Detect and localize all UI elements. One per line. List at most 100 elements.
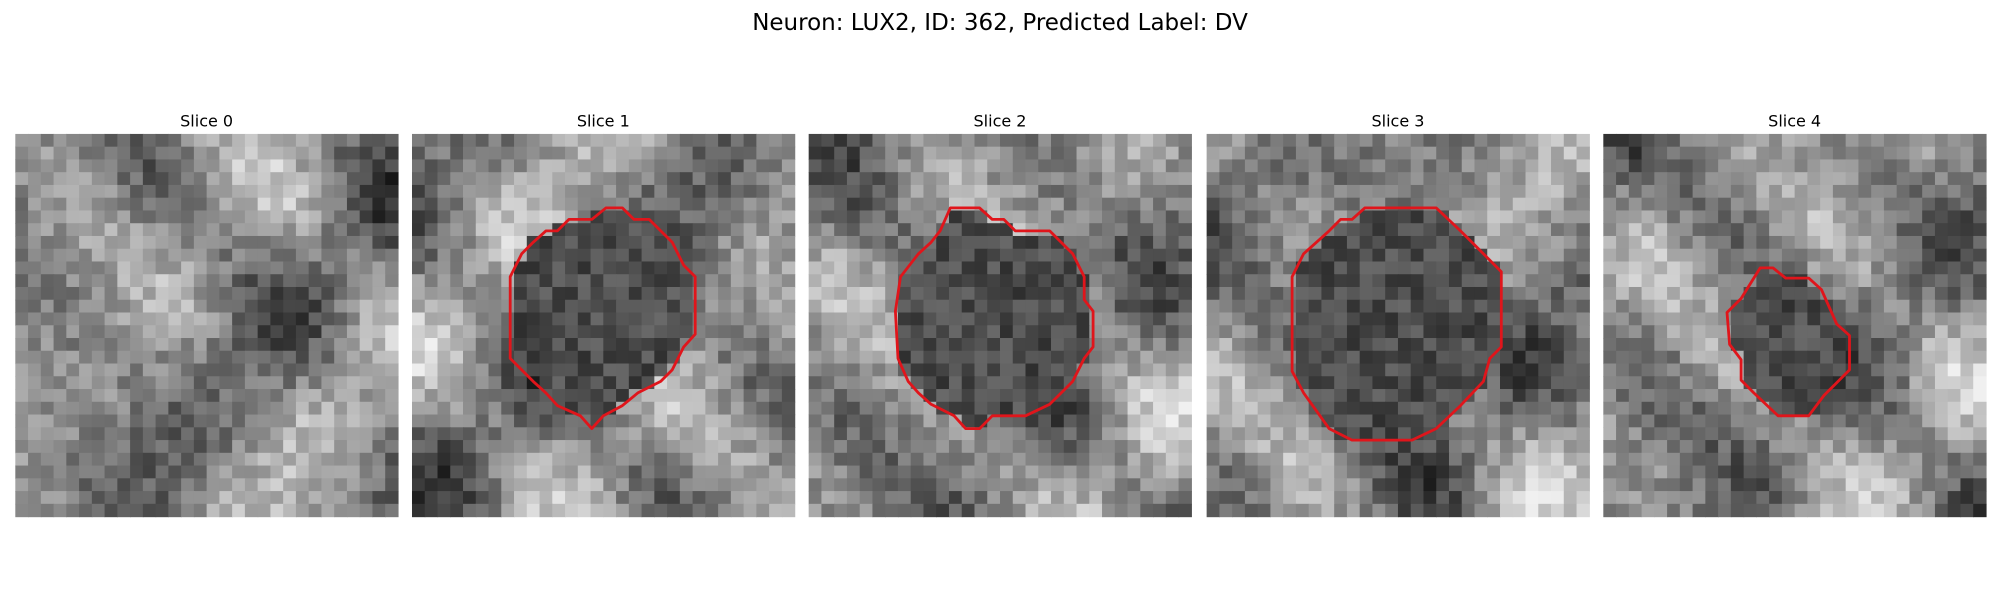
pixel bbox=[1334, 133, 1348, 148]
pixel bbox=[1206, 261, 1220, 275]
pixel bbox=[1960, 235, 1974, 250]
pixel bbox=[1922, 325, 1936, 339]
pixel bbox=[1448, 299, 1463, 314]
pixel bbox=[1960, 184, 1974, 199]
pixel bbox=[1114, 210, 1129, 224]
pixel bbox=[1781, 299, 1796, 314]
pixel bbox=[1667, 248, 1681, 263]
pixel bbox=[219, 414, 233, 428]
pixel bbox=[1628, 184, 1643, 199]
pixel bbox=[654, 491, 668, 505]
pixel bbox=[1616, 414, 1630, 428]
pixel bbox=[91, 286, 106, 301]
pixel bbox=[270, 261, 284, 275]
pixel bbox=[181, 312, 195, 326]
pixel bbox=[948, 376, 963, 390]
pixel bbox=[1346, 159, 1361, 173]
pixel bbox=[244, 478, 259, 492]
pixel bbox=[232, 350, 246, 365]
pixel bbox=[1244, 491, 1259, 505]
pixel bbox=[385, 338, 399, 352]
pixel bbox=[79, 478, 93, 492]
pixel bbox=[872, 223, 886, 237]
pixel bbox=[385, 197, 399, 212]
pixel bbox=[219, 491, 233, 505]
pixel bbox=[270, 223, 284, 237]
pixel bbox=[705, 248, 719, 263]
pixel bbox=[641, 184, 655, 199]
pixel bbox=[308, 427, 323, 441]
pixel bbox=[1871, 274, 1885, 288]
pixel bbox=[1538, 248, 1552, 263]
pixel bbox=[1641, 274, 1655, 288]
pixel bbox=[130, 478, 144, 492]
pixel bbox=[1114, 452, 1129, 467]
pixel bbox=[142, 338, 157, 352]
pixel bbox=[808, 159, 823, 173]
pixel bbox=[1563, 452, 1578, 467]
pixel bbox=[769, 325, 783, 339]
pixel bbox=[1012, 478, 1027, 492]
pixel bbox=[295, 363, 310, 377]
pixel bbox=[1871, 452, 1885, 467]
pixel bbox=[1076, 184, 1090, 199]
pixel bbox=[270, 338, 284, 352]
pixel bbox=[28, 184, 42, 199]
pixel bbox=[193, 261, 208, 275]
pixel bbox=[372, 414, 386, 428]
pixel bbox=[923, 465, 937, 479]
pixel bbox=[1705, 414, 1719, 428]
pixel bbox=[1730, 414, 1745, 428]
pixel bbox=[834, 452, 848, 467]
pixel bbox=[475, 235, 490, 250]
pixel bbox=[66, 299, 80, 314]
pixel bbox=[1576, 172, 1590, 186]
pixel bbox=[603, 440, 617, 454]
pixel bbox=[283, 440, 297, 454]
pixel bbox=[1858, 159, 1872, 173]
pixel bbox=[130, 350, 144, 365]
pixel bbox=[488, 146, 502, 161]
pixel bbox=[679, 197, 694, 212]
pixel bbox=[1448, 325, 1463, 339]
pixel bbox=[1947, 363, 1962, 377]
roi-contour bbox=[508, 206, 697, 431]
pixel bbox=[1063, 427, 1078, 441]
pixel bbox=[1461, 286, 1476, 301]
pixel bbox=[1000, 172, 1014, 186]
pixel bbox=[885, 210, 899, 224]
pixel bbox=[1794, 274, 1808, 288]
pixel bbox=[756, 465, 770, 479]
pixel bbox=[1397, 286, 1412, 301]
pixel bbox=[1628, 261, 1643, 275]
pixel bbox=[1461, 427, 1476, 441]
pixel bbox=[730, 146, 745, 161]
pixel bbox=[923, 159, 937, 173]
pixel bbox=[1283, 133, 1297, 148]
pixel bbox=[539, 172, 553, 186]
pixel bbox=[1410, 146, 1425, 161]
pixel bbox=[1474, 350, 1488, 365]
pixel bbox=[1654, 248, 1668, 263]
pixel bbox=[1012, 159, 1027, 173]
pixel bbox=[769, 363, 783, 377]
pixel bbox=[155, 235, 169, 250]
pixel bbox=[91, 503, 106, 518]
pixel bbox=[769, 223, 783, 237]
pixel bbox=[270, 452, 284, 467]
pixel bbox=[359, 184, 374, 199]
pixel bbox=[1219, 274, 1233, 288]
pixel bbox=[1089, 427, 1103, 441]
pixel bbox=[781, 401, 796, 416]
pixel bbox=[821, 363, 835, 377]
pixel bbox=[1667, 133, 1681, 148]
pixel bbox=[181, 440, 195, 454]
pixel bbox=[1563, 440, 1578, 454]
pixel bbox=[1359, 478, 1374, 492]
pixel bbox=[1308, 299, 1323, 314]
pixel bbox=[1909, 338, 1923, 352]
pixel bbox=[1551, 299, 1565, 314]
pixel bbox=[270, 325, 284, 339]
pixel bbox=[846, 389, 861, 403]
pixel bbox=[385, 452, 399, 467]
